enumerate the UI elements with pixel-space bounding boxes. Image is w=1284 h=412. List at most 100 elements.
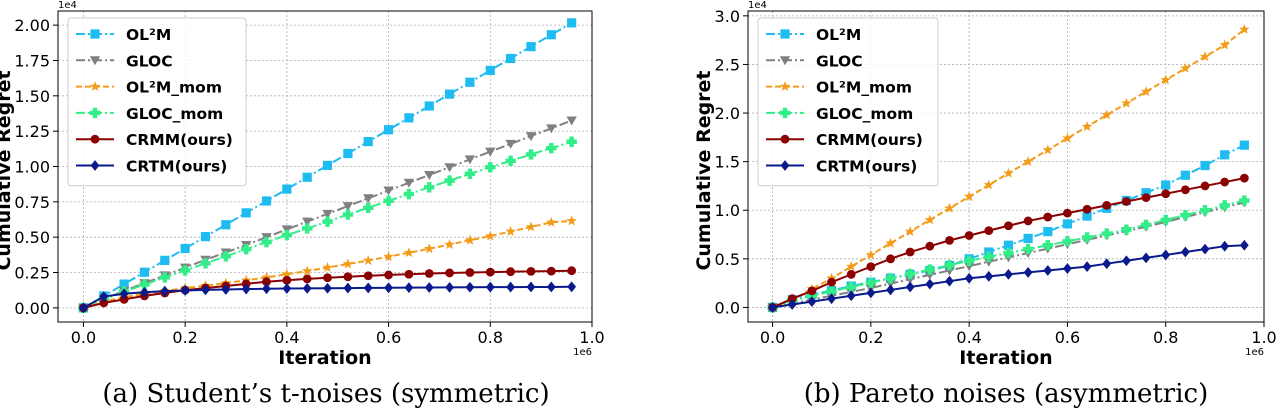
data-point [383, 195, 394, 207]
data-point [139, 279, 150, 290]
data-point [262, 277, 271, 287]
x-exponent: 1e6 [573, 347, 592, 358]
data-point [404, 269, 414, 279]
data-point [865, 249, 877, 260]
data-point [424, 101, 434, 111]
data-point [200, 258, 211, 269]
data-point [282, 184, 292, 194]
y-tick-label: 1.75 [14, 51, 50, 70]
data-point [1220, 240, 1230, 252]
data-point [140, 286, 149, 298]
data-point [384, 282, 393, 294]
series-5 [768, 239, 1249, 313]
data-point [885, 237, 896, 248]
data-point [160, 255, 170, 265]
y-tick-label: 2.5 [715, 55, 740, 74]
data-point [1062, 236, 1073, 247]
data-point [200, 232, 211, 242]
data-point [806, 290, 818, 301]
data-point [179, 265, 191, 276]
legend-item: GLOC_mom [76, 105, 223, 123]
y-tick-label: 0.75 [14, 193, 50, 212]
data-point [963, 191, 975, 202]
legend-item: GLOC [766, 52, 863, 70]
legend-item: OL²M [76, 26, 171, 44]
data-point [465, 77, 475, 87]
legend-marker [90, 160, 100, 171]
legend-item: GLOC [76, 52, 173, 70]
data-point [964, 272, 974, 284]
data-point [1161, 189, 1171, 199]
data-point [546, 30, 556, 40]
data-point [119, 279, 129, 289]
x-tick-label: 0.8 [478, 328, 503, 347]
data-point [485, 230, 496, 241]
legend-label: CRMM(ours) [816, 131, 923, 149]
data-point [1160, 74, 1171, 85]
data-point [1022, 156, 1034, 167]
y-tick-label: 0.0 [715, 298, 740, 317]
data-point [221, 220, 231, 230]
y-axis-label: Cumulative Regret [693, 70, 715, 270]
data-point [1082, 261, 1092, 273]
data-point [119, 294, 129, 304]
data-point [424, 182, 435, 193]
data-point [424, 243, 435, 254]
data-point [945, 275, 954, 287]
y-tick-label: 2.0 [715, 104, 740, 123]
data-point [526, 281, 536, 293]
legend-label: GLOC [816, 52, 863, 70]
data-point [1102, 258, 1112, 270]
legend-item: GLOC_mom [766, 105, 913, 123]
data-point [1220, 150, 1230, 160]
legend-marker [779, 56, 791, 66]
legend-item: OL²M_mom [766, 79, 912, 97]
data-point [526, 42, 536, 52]
data-point [485, 65, 495, 75]
data-point [160, 285, 170, 297]
x-tick-label: 0.0 [760, 328, 785, 347]
data-point [925, 278, 935, 290]
data-point [1239, 173, 1249, 183]
data-point [343, 282, 353, 294]
legend: OL²M GLOC OL²M_mom GLOC_mom CRMM(ours) CRTM(o… [67, 17, 247, 187]
y-tick-label: 0.25 [14, 264, 50, 283]
y-tick-label: 1.5 [715, 153, 740, 172]
data-point [1121, 97, 1132, 108]
data-point [261, 236, 272, 248]
series-2 [78, 215, 577, 313]
data-point [1141, 252, 1151, 264]
data-point [1062, 219, 1073, 229]
data-point [1023, 267, 1033, 278]
data-point [322, 216, 333, 227]
data-point [768, 302, 777, 313]
data-point [846, 290, 856, 302]
data-point [302, 282, 312, 294]
data-point [1180, 170, 1190, 180]
data-point [261, 271, 272, 282]
legend-marker [89, 107, 101, 119]
data-point [485, 281, 495, 293]
data-point [1063, 208, 1072, 218]
data-point [904, 226, 916, 237]
data-point [301, 265, 313, 276]
series-5 [79, 281, 577, 314]
data-point [1081, 121, 1093, 132]
data-point [1082, 211, 1092, 221]
legend-label: GLOC_mom [126, 105, 223, 123]
data-point [846, 269, 856, 279]
data-point [363, 202, 374, 213]
data-point [220, 251, 232, 262]
data-point [383, 125, 394, 135]
x-tick-label: 0.6 [1055, 328, 1080, 347]
data-point [1042, 144, 1053, 155]
data-point [1122, 197, 1131, 206]
data-point [505, 139, 516, 149]
y-tick-label: 0.5 [715, 250, 740, 269]
data-point [1141, 193, 1151, 203]
data-point [945, 235, 954, 245]
data-point [1082, 204, 1092, 214]
data-point [885, 273, 896, 284]
data-point [322, 209, 333, 219]
data-point [302, 274, 312, 284]
